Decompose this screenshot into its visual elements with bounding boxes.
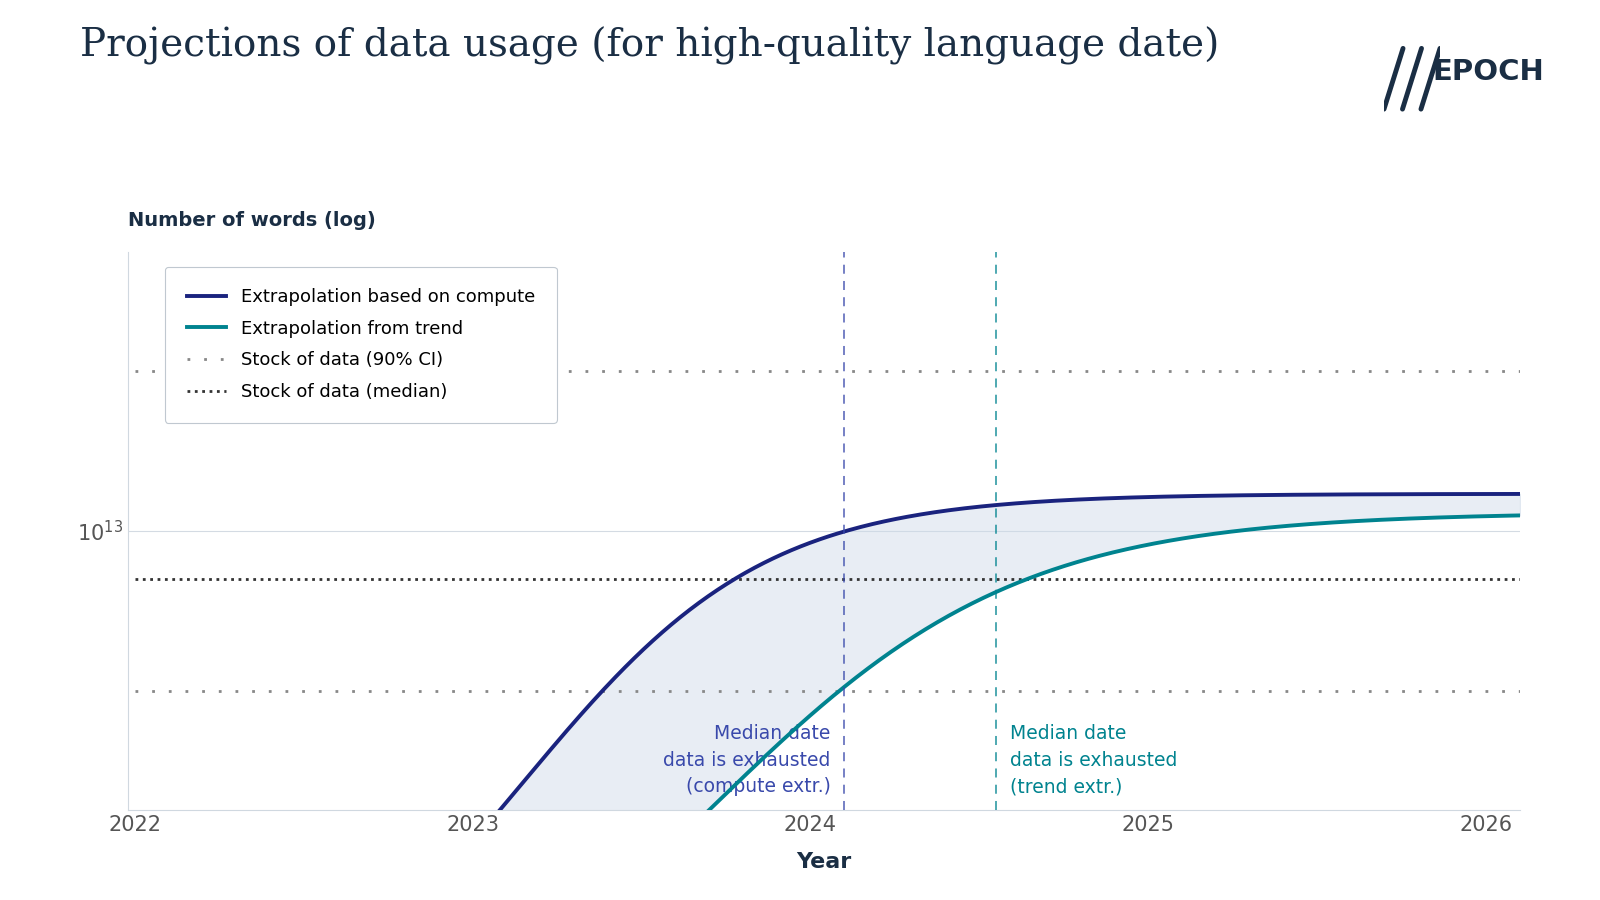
- Text: Median date
data is exhausted
(trend extr.): Median date data is exhausted (trend ext…: [1010, 724, 1178, 796]
- X-axis label: Year: Year: [797, 851, 851, 871]
- Text: Projections of data usage (for high-quality language date): Projections of data usage (for high-qual…: [80, 27, 1219, 66]
- Text: Number of words (log): Number of words (log): [128, 211, 376, 230]
- Text: Median date
data is exhausted
(compute extr.): Median date data is exhausted (compute e…: [664, 724, 830, 796]
- Text: EPOCH: EPOCH: [1432, 58, 1544, 86]
- Legend: Extrapolation based on compute, Extrapolation from trend, Stock of data (90% CI): Extrapolation based on compute, Extrapol…: [165, 266, 557, 423]
